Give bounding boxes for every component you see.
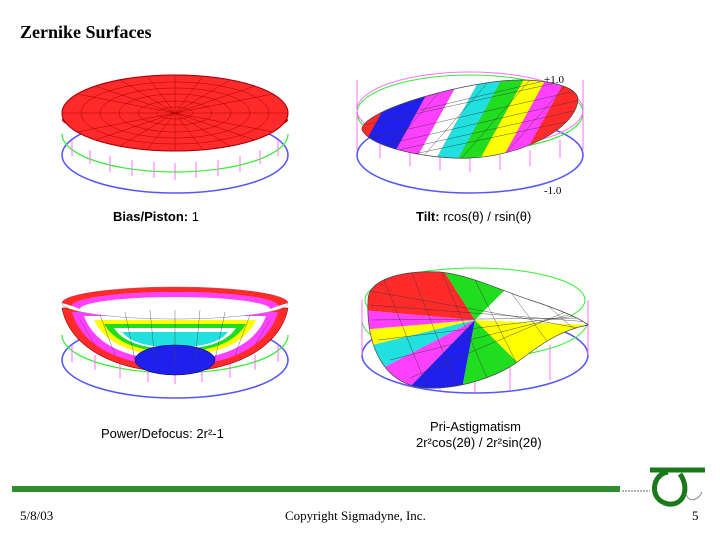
scale-bottom-label: -1.0 bbox=[544, 185, 562, 197]
power-defocus-caption: Power/Defocus: 2r²-1 bbox=[101, 426, 224, 441]
bias-piston-cage bbox=[61, 74, 289, 194]
tilt-cage bbox=[356, 71, 584, 194]
footer-date: 5/8/03 bbox=[20, 508, 54, 523]
tilt-name: Tilt: bbox=[416, 209, 440, 224]
scale-top-label: +1.0 bbox=[544, 74, 564, 86]
bias-piston-formula: 1 bbox=[191, 209, 199, 224]
astigmatism-formula: 2r²cos(2θ) / 2r²sin(2θ) bbox=[416, 435, 542, 450]
footer-copyright: Copyright Sigmadyne, Inc. bbox=[285, 508, 426, 523]
astigmatism-name: Pri-Astigmatism bbox=[430, 419, 522, 434]
tilt-formula: rcos(θ) / rsin(θ) bbox=[443, 209, 532, 224]
bias-piston-caption: Bias/Piston: 1 bbox=[113, 209, 199, 224]
footer-bar bbox=[12, 486, 620, 492]
bias-piston-name: Bias/Piston: bbox=[113, 209, 189, 224]
astigmatism-cage bbox=[361, 267, 589, 394]
power-defocus-name: Power/Defocus: bbox=[101, 426, 193, 441]
tilt-caption: Tilt: rcos(θ) / rsin(θ) bbox=[416, 209, 531, 224]
page-number: 5 bbox=[692, 508, 699, 523]
slide-title: Zernike Surfaces bbox=[20, 22, 152, 42]
power-defocus-formula: 2r²-1 bbox=[196, 426, 224, 441]
power-defocus-cage bbox=[61, 321, 289, 399]
